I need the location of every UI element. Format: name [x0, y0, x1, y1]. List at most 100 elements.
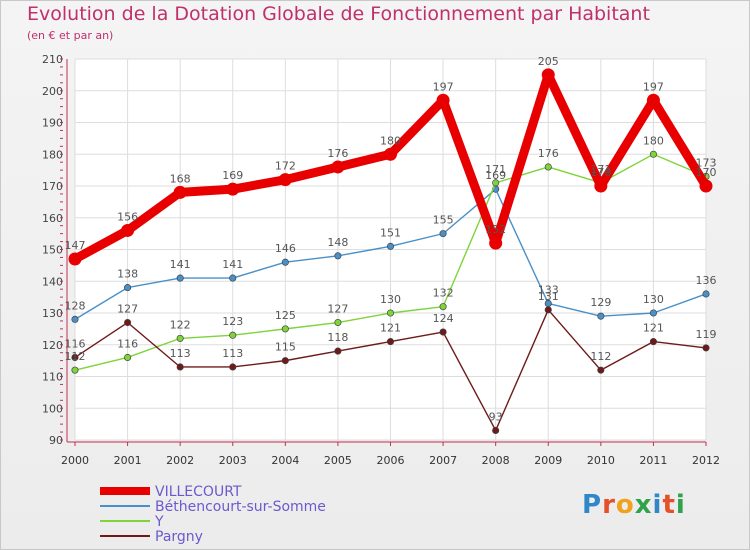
y-tick-label: 160	[42, 212, 63, 225]
x-tick-label: 2005	[324, 454, 352, 467]
x-tick-label: 2006	[377, 454, 405, 467]
data-label: 116	[65, 337, 86, 350]
data-label: 152	[485, 223, 506, 236]
chart-title: Evolution de la Dotation Globale de Fonc…	[27, 3, 650, 25]
data-label: 197	[643, 80, 664, 93]
data-point	[229, 274, 237, 282]
data-label: 121	[380, 322, 401, 335]
data-label: 131	[538, 290, 559, 303]
logo-letter: x	[634, 490, 653, 520]
data-label: 156	[117, 210, 138, 223]
x-tick-label: 2000	[61, 454, 89, 467]
chart-subtitle: (en € et par an)	[27, 29, 114, 42]
data-label: 172	[275, 160, 296, 173]
data-point	[492, 426, 500, 435]
data-point	[334, 252, 342, 260]
x-tick-label: 2008	[482, 454, 510, 467]
y-tick-label: 130	[42, 307, 63, 320]
y-tick-label: 110	[42, 371, 63, 384]
y-tick-label: 180	[42, 148, 63, 161]
data-label: 127	[117, 303, 138, 316]
data-point	[646, 93, 660, 107]
data-label: 180	[380, 134, 401, 147]
x-tick-label: 2007	[429, 454, 457, 467]
data-label: 138	[117, 268, 138, 281]
data-label: 173	[696, 156, 717, 169]
data-point	[176, 334, 184, 342]
data-label: 147	[65, 239, 86, 252]
data-point	[702, 290, 710, 298]
data-point	[384, 147, 397, 161]
x-tick-label: 2010	[587, 454, 615, 467]
data-label: 136	[696, 274, 717, 287]
data-label: 148	[327, 236, 348, 249]
data-point	[334, 347, 342, 355]
x-tick-label: 2009	[534, 454, 562, 467]
data-label: 93	[489, 410, 503, 423]
data-point	[594, 179, 608, 193]
y-tick-label: 200	[42, 85, 63, 98]
data-point	[281, 325, 289, 333]
data-label: 146	[275, 242, 296, 255]
data-label: 129	[590, 296, 611, 309]
data-point	[124, 318, 132, 327]
data-label: 130	[643, 293, 664, 306]
legend-label: Béthencourt-sur-Somme	[155, 499, 326, 515]
data-point	[489, 236, 503, 250]
logo-letter: r	[602, 490, 616, 520]
data-point	[226, 182, 240, 196]
data-label: 171	[590, 163, 611, 176]
data-label: 127	[327, 303, 348, 316]
data-point	[124, 284, 132, 292]
data-point	[386, 309, 395, 317]
data-label: 170	[696, 166, 717, 179]
data-point	[544, 306, 552, 314]
data-point	[68, 252, 82, 266]
data-label: 112	[65, 350, 86, 363]
logo-letter: t	[662, 490, 676, 520]
data-point	[439, 230, 447, 238]
data-point	[281, 258, 289, 266]
y-tick-label: 100	[42, 402, 63, 415]
x-tick-label: 2011	[639, 454, 667, 467]
data-label: 168	[170, 172, 191, 185]
data-label: 169	[485, 169, 506, 182]
data-label: 176	[538, 147, 559, 160]
data-label: 112	[590, 350, 611, 363]
logo-letter: P	[582, 490, 603, 520]
data-point	[649, 338, 657, 346]
data-point	[71, 353, 79, 362]
data-point	[229, 331, 237, 339]
y-tick-label: 210	[42, 53, 63, 66]
data-point	[71, 366, 79, 374]
x-tick-label: 2002	[166, 454, 194, 467]
data-label: 133	[538, 283, 559, 296]
data-point	[386, 338, 395, 346]
data-label: 121	[643, 322, 664, 335]
data-label: 118	[327, 331, 348, 344]
data-label: 113	[222, 347, 243, 360]
x-tick-label: 2004	[271, 454, 299, 467]
x-tick-label: 2003	[219, 454, 247, 467]
data-point	[121, 223, 135, 237]
data-label: 122	[170, 318, 191, 331]
data-label: 171	[485, 163, 506, 176]
data-point	[176, 363, 184, 371]
data-point	[541, 68, 555, 82]
legend-label: Pargny	[155, 529, 203, 545]
data-point	[492, 179, 500, 187]
data-point	[544, 163, 552, 171]
y-tick-label: 150	[42, 244, 63, 257]
data-label: 119	[696, 328, 717, 341]
data-label: 123	[222, 315, 243, 328]
data-label: 130	[380, 293, 401, 306]
legend-label: VILLECOURT	[155, 484, 242, 500]
data-point	[702, 344, 710, 352]
data-label: 141	[170, 258, 191, 271]
data-label: 132	[433, 287, 454, 300]
data-point	[386, 242, 395, 250]
data-point	[229, 363, 237, 371]
data-label: 115	[275, 341, 296, 354]
data-point	[436, 93, 450, 107]
data-point	[649, 150, 657, 158]
